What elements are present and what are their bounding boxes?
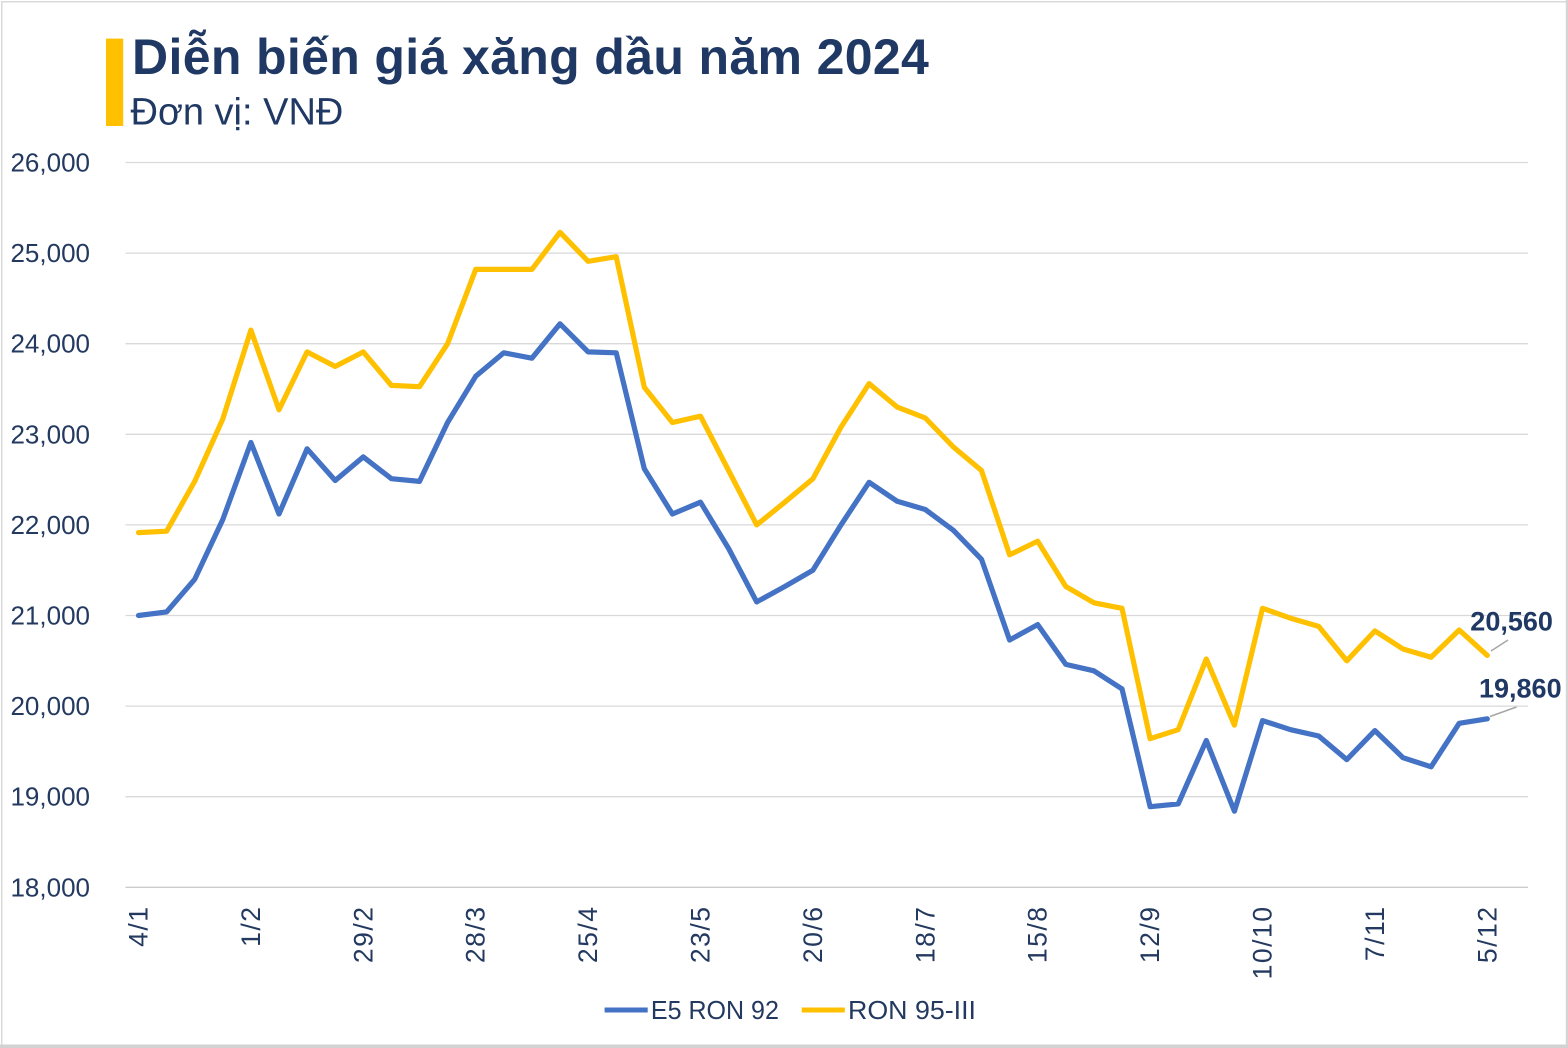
svg-text:25/4: 25/4 bbox=[573, 906, 603, 964]
svg-text:19,860: 19,860 bbox=[1479, 674, 1562, 704]
svg-text:5/12: 5/12 bbox=[1472, 906, 1502, 964]
svg-text:18,000: 18,000 bbox=[10, 872, 90, 902]
svg-text:12/9: 12/9 bbox=[1135, 906, 1165, 964]
svg-text:7/11: 7/11 bbox=[1360, 906, 1390, 962]
svg-text:20,000: 20,000 bbox=[10, 691, 90, 721]
svg-text:18/7: 18/7 bbox=[910, 906, 940, 964]
svg-text:1/2: 1/2 bbox=[236, 906, 266, 947]
svg-text:E5 RON 92: E5 RON 92 bbox=[651, 995, 779, 1025]
svg-text:Diễn biến giá xăng dầu năm 202: Diễn biến giá xăng dầu năm 2024 bbox=[132, 29, 929, 85]
svg-text:10/10: 10/10 bbox=[1248, 906, 1278, 980]
svg-text:23/5: 23/5 bbox=[686, 906, 716, 964]
svg-text:22,000: 22,000 bbox=[10, 510, 90, 540]
svg-text:28/3: 28/3 bbox=[461, 906, 491, 964]
svg-text:4/1: 4/1 bbox=[124, 906, 154, 947]
svg-text:21,000: 21,000 bbox=[10, 601, 90, 631]
svg-text:26,000: 26,000 bbox=[10, 148, 90, 178]
svg-text:RON 95-III: RON 95-III bbox=[848, 995, 976, 1025]
svg-text:29/2: 29/2 bbox=[348, 906, 378, 964]
svg-text:15/8: 15/8 bbox=[1023, 906, 1053, 964]
svg-text:20,560: 20,560 bbox=[1470, 606, 1553, 636]
svg-text:19,000: 19,000 bbox=[10, 782, 90, 812]
svg-text:24,000: 24,000 bbox=[10, 329, 90, 359]
svg-text:Đơn vị: VNĐ: Đơn vị: VNĐ bbox=[131, 92, 344, 134]
svg-text:25,000: 25,000 bbox=[10, 238, 90, 268]
svg-text:20/6: 20/6 bbox=[798, 906, 828, 964]
svg-text:23,000: 23,000 bbox=[10, 419, 90, 449]
